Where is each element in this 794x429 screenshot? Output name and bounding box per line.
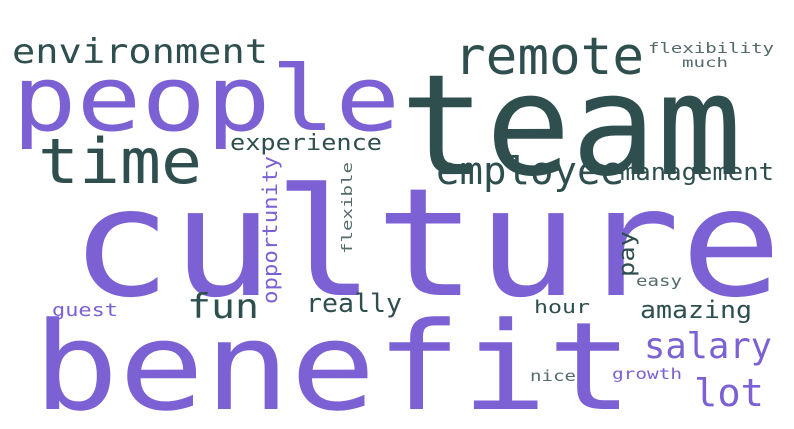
word-environment: environment — [12, 32, 268, 72]
word-nice: nice — [530, 367, 576, 385]
word-remote: remote — [454, 27, 644, 87]
word-management: management — [620, 158, 774, 186]
word-opportunity: opportunity — [258, 156, 282, 304]
word-benefit: benefit — [33, 296, 633, 429]
word-flexibility: flexibility — [648, 41, 774, 57]
word-fun: fun — [187, 287, 259, 327]
word-easy: easy — [636, 272, 682, 290]
word-team: team — [400, 45, 742, 208]
word-lot: lot — [694, 371, 764, 415]
word-pay: pay — [615, 231, 640, 277]
word-hour: hour — [534, 297, 590, 318]
word-salary: salary — [644, 326, 772, 367]
word-much: much — [682, 56, 728, 71]
word-culture: culture — [70, 157, 782, 331]
word-guest: guest — [52, 300, 118, 321]
word-people: people — [12, 47, 400, 152]
word-amazing: amazing — [640, 296, 752, 324]
word-growth: growth — [612, 365, 682, 383]
word-really: really — [306, 289, 402, 319]
word-employee: employee — [436, 149, 624, 193]
word-flexible: flexible — [340, 162, 356, 254]
word-time: time — [38, 125, 202, 198]
word-experience: experience — [230, 131, 382, 156]
